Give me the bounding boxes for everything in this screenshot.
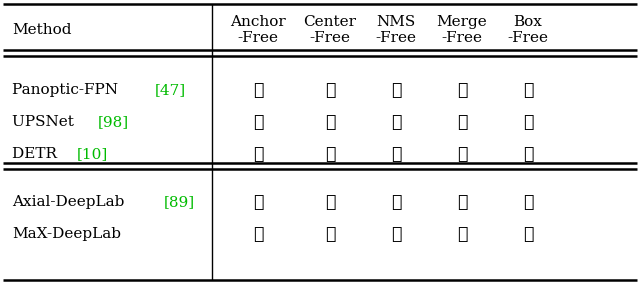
Text: ✓: ✓ bbox=[457, 225, 467, 243]
Text: MaX-DeepLab: MaX-DeepLab bbox=[12, 227, 121, 241]
Text: ✓: ✓ bbox=[325, 225, 335, 243]
Text: -Free: -Free bbox=[508, 31, 548, 45]
Text: [47]: [47] bbox=[155, 83, 186, 97]
Text: [98]: [98] bbox=[98, 115, 129, 129]
Text: Merge: Merge bbox=[436, 15, 488, 29]
Text: [10]: [10] bbox=[76, 147, 108, 161]
Text: ✗: ✗ bbox=[391, 114, 401, 131]
Text: DETR: DETR bbox=[12, 147, 62, 161]
Text: ✓: ✓ bbox=[391, 145, 401, 162]
Text: ✓: ✓ bbox=[457, 114, 467, 131]
Text: ✓: ✓ bbox=[325, 145, 335, 162]
Text: Box: Box bbox=[513, 15, 543, 29]
Text: ✓: ✓ bbox=[457, 145, 467, 162]
Text: Axial-DeepLab: Axial-DeepLab bbox=[12, 195, 129, 209]
Text: ✓: ✓ bbox=[523, 193, 533, 210]
Text: ✓: ✓ bbox=[523, 225, 533, 243]
Text: ✗: ✗ bbox=[457, 193, 467, 210]
Text: -Free: -Free bbox=[376, 31, 417, 45]
Text: ✓: ✓ bbox=[391, 225, 401, 243]
Text: UPSNet: UPSNet bbox=[12, 115, 79, 129]
Text: ✓: ✓ bbox=[325, 114, 335, 131]
Text: ✓: ✓ bbox=[325, 82, 335, 99]
Text: ✓: ✓ bbox=[253, 225, 263, 243]
Text: Center: Center bbox=[303, 15, 356, 29]
Text: NMS: NMS bbox=[376, 15, 415, 29]
Text: -Free: -Free bbox=[237, 31, 278, 45]
Text: Panoptic-FPN: Panoptic-FPN bbox=[12, 83, 123, 97]
Text: -Free: -Free bbox=[442, 31, 483, 45]
Text: ✗: ✗ bbox=[523, 114, 533, 131]
Text: ✗: ✗ bbox=[391, 193, 401, 210]
Text: ✗: ✗ bbox=[253, 114, 263, 131]
Text: ✗: ✗ bbox=[457, 82, 467, 99]
Text: ✓: ✓ bbox=[253, 145, 263, 162]
Text: Anchor: Anchor bbox=[230, 15, 286, 29]
Text: -Free: -Free bbox=[310, 31, 351, 45]
Text: Method: Method bbox=[12, 23, 72, 37]
Text: ✗: ✗ bbox=[253, 82, 263, 99]
Text: ✗: ✗ bbox=[523, 82, 533, 99]
Text: ✗: ✗ bbox=[325, 193, 335, 210]
Text: ✓: ✓ bbox=[253, 193, 263, 210]
Text: ✗: ✗ bbox=[523, 145, 533, 162]
Text: [89]: [89] bbox=[163, 195, 195, 209]
Text: ✗: ✗ bbox=[391, 82, 401, 99]
